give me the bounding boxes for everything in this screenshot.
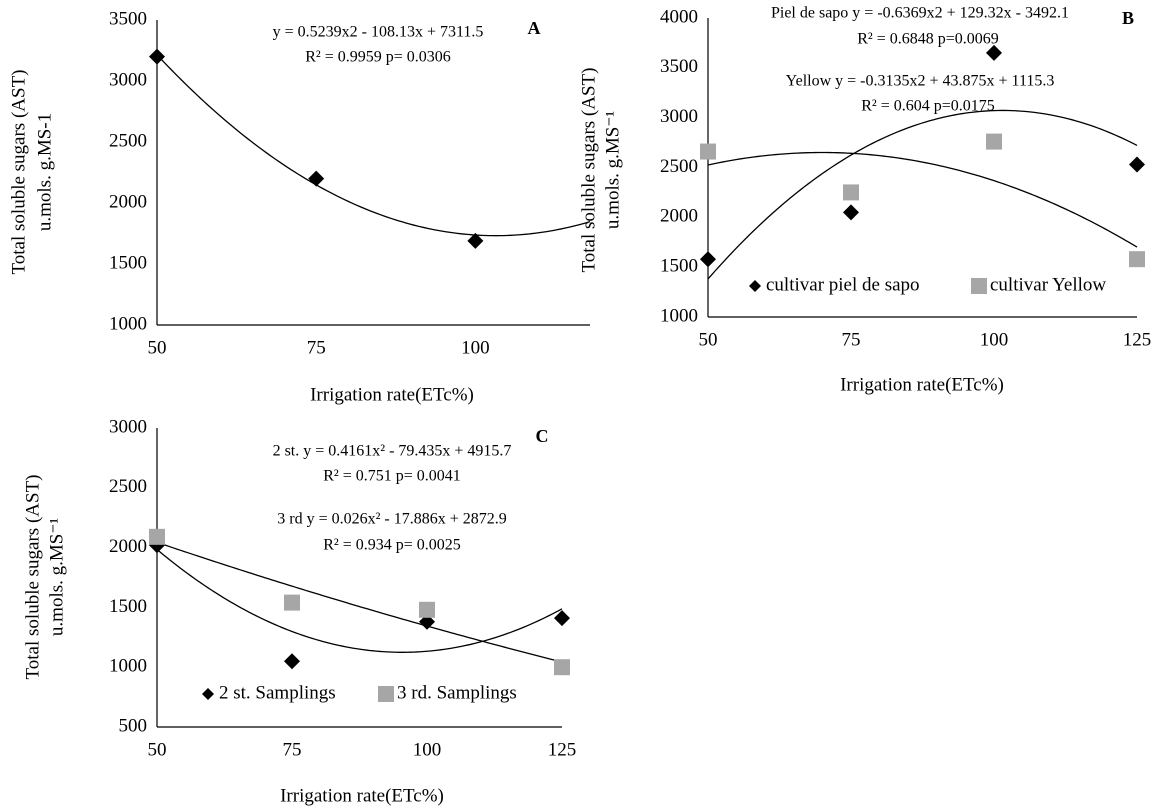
x-tick-label: 50 (148, 739, 167, 760)
y-tick-label: 3000 (109, 416, 147, 437)
legend-label: cultivar piel de sapo (766, 274, 920, 295)
data-point (284, 653, 300, 670)
x-tick-label: 100 (413, 739, 442, 760)
y-tick-label: 500 (119, 715, 148, 736)
data-point (986, 44, 1002, 61)
legend-marker (971, 278, 987, 294)
panel-label: A (528, 18, 541, 38)
y-tick-label: 1000 (660, 305, 698, 326)
x-tick-label: 75 (307, 337, 326, 358)
data-point (284, 594, 300, 611)
equation-annotation: R² = 0.751 p= 0.0041 (323, 468, 461, 485)
trendline (707, 151, 1138, 248)
y-tick-label: 3000 (109, 69, 147, 90)
data-point (843, 204, 859, 221)
legend-marker (749, 280, 761, 292)
y-axis-label: u.mols. g.MS⁻¹ (602, 111, 623, 229)
trendline (156, 54, 591, 237)
y-tick-label: 1500 (660, 256, 698, 277)
x-tick-label: 75 (283, 739, 302, 760)
x-tick-label: 125 (548, 739, 577, 760)
y-axis-label: Total soluble sugars (AST) (22, 474, 43, 679)
equation-annotation: R² = 0.9959 p= 0.0306 (305, 49, 451, 66)
x-tick-label: 75 (842, 329, 861, 350)
y-axis-label: u.mols. g.MS⁻¹ (46, 518, 67, 636)
y-tick-label: 1000 (109, 313, 147, 334)
equation-annotation: R² = 0.604 p=0.0175 (861, 98, 995, 115)
y-tick-label: 2500 (660, 156, 698, 177)
y-tick-label: 2500 (109, 476, 147, 497)
equation-annotation: R² = 0.934 p= 0.0025 (323, 537, 461, 554)
data-point (467, 232, 484, 249)
y-axis-label: Total soluble sugars (AST) (8, 69, 29, 274)
y-tick-label: 2000 (109, 191, 147, 212)
equation-annotation: y = 0.5239x2 - 108.13x + 7311.5 (273, 24, 484, 41)
equation-annotation: Yellow y = -0.3135x2 + 43.875x + 1115.3 (786, 73, 1055, 90)
panel-label: C (536, 426, 549, 446)
legend-label: cultivar Yellow (990, 274, 1106, 295)
y-axis-label: Total soluble sugars (AST) (578, 67, 599, 272)
panel-label: B (1122, 8, 1134, 28)
trendline (156, 548, 563, 653)
data-point (554, 659, 570, 676)
data-point (554, 610, 570, 627)
equation-annotation: Piel de sapo y = -0.6369x2 + 129.32x - 3… (771, 5, 1069, 22)
trendline (707, 109, 1138, 280)
y-tick-label: 1000 (109, 656, 147, 677)
equation-annotation: 3 rd y = 0.026x² - 17.886x + 2872.9 (277, 511, 507, 528)
trendline (156, 541, 563, 663)
legend-marker (378, 686, 394, 702)
x-axis-label: Irrigation rate(ETc%) (310, 384, 474, 405)
equation-annotation: R² = 0.6848 p=0.0069 (857, 31, 999, 48)
y-tick-label: 2500 (109, 130, 147, 151)
y-tick-label: 3500 (109, 8, 147, 29)
y-tick-label: 3000 (660, 106, 698, 127)
legend-marker (202, 688, 214, 700)
x-axis-label: Irrigation rate(ETc%) (280, 785, 444, 806)
data-point (149, 48, 165, 65)
y-tick-label: 3500 (660, 56, 698, 77)
data-point (986, 133, 1002, 150)
y-tick-label: 2000 (109, 536, 147, 557)
y-tick-label: 2000 (660, 206, 698, 227)
x-axis-label: Irrigation rate(ETc%) (840, 374, 1004, 395)
data-point (308, 170, 325, 187)
data-point (419, 601, 435, 618)
data-point (843, 184, 859, 201)
data-point (1129, 251, 1145, 268)
x-tick-label: 50 (148, 337, 167, 358)
x-tick-label: 125 (1123, 329, 1152, 350)
y-axis-label: u.mols. g.MS-1 (34, 113, 55, 231)
y-tick-label: 1500 (109, 252, 147, 273)
data-point (700, 143, 716, 160)
data-point (1129, 156, 1145, 173)
x-tick-label: 100 (461, 337, 490, 358)
legend-label: 3 rd. Samplings (397, 682, 517, 703)
x-tick-label: 100 (980, 329, 1009, 350)
y-tick-label: 1500 (109, 596, 147, 617)
equation-annotation: 2 st. y = 0.4161x² - 79.435x + 4915.7 (273, 443, 512, 460)
y-tick-label: 4000 (660, 6, 698, 27)
data-point (149, 528, 165, 545)
x-tick-label: 50 (699, 329, 718, 350)
legend-label: 2 st. Samplings (219, 682, 336, 703)
data-point (700, 251, 716, 268)
